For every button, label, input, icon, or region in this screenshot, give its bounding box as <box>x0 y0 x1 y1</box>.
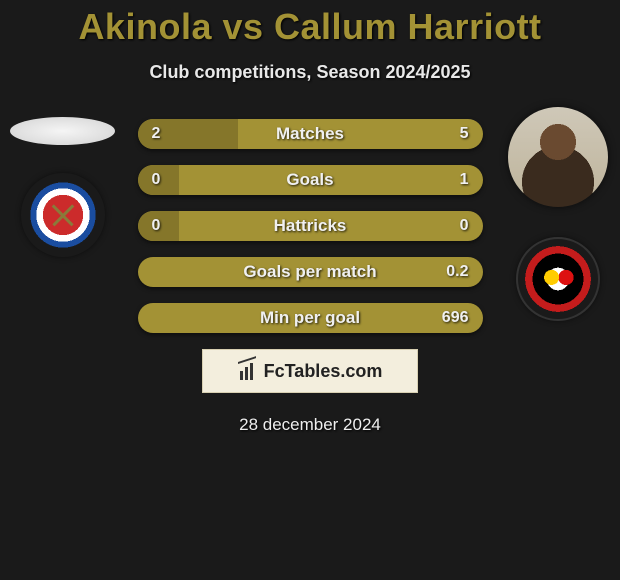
brand-box: FcTables.com <box>202 349 418 393</box>
subtitle: Club competitions, Season 2024/2025 <box>0 62 620 83</box>
brand-text: FcTables.com <box>264 361 383 382</box>
stat-value-right: 696 <box>442 303 469 333</box>
stat-row: 0Goals1 <box>138 165 483 195</box>
stat-value-right: 0.2 <box>446 257 468 287</box>
player-silhouette-left <box>10 117 115 145</box>
page-title: Akinola vs Callum Harriott <box>0 6 620 48</box>
stat-row: Goals per match0.2 <box>138 257 483 287</box>
right-player-column <box>495 119 620 321</box>
stat-label: Min per goal <box>138 303 483 333</box>
stat-value-right: 1 <box>460 165 469 195</box>
brand-chart-icon <box>238 362 258 380</box>
stat-label: Hattricks <box>138 211 483 241</box>
left-player-column <box>0 119 125 257</box>
comparison-area: 2Matches50Goals10Hattricks0Goals per mat… <box>0 119 620 333</box>
player-photo-right <box>508 107 608 207</box>
club-badge-right <box>516 237 600 321</box>
stat-value-right: 5 <box>460 119 469 149</box>
club-badge-left <box>21 173 105 257</box>
stat-label: Goals per match <box>138 257 483 287</box>
stat-row: 2Matches5 <box>138 119 483 149</box>
stat-value-right: 0 <box>460 211 469 241</box>
stat-row: Min per goal696 <box>138 303 483 333</box>
date-label: 28 december 2024 <box>0 415 620 435</box>
stat-row: 0Hattricks0 <box>138 211 483 241</box>
stat-label: Goals <box>138 165 483 195</box>
stat-label: Matches <box>138 119 483 149</box>
stat-bars: 2Matches50Goals10Hattricks0Goals per mat… <box>138 119 483 333</box>
